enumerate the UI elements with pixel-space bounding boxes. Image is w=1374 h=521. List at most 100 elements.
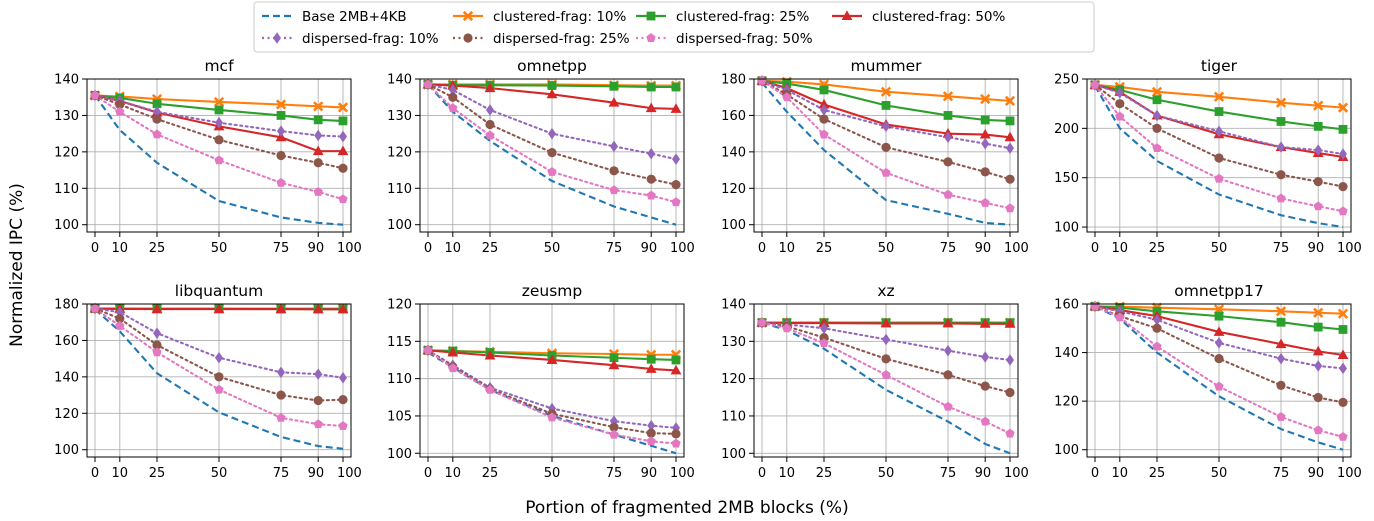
data-point-dispersed-frag-10 (944, 131, 952, 144)
data-point-clustered-frag-25 (671, 82, 681, 92)
data-point-dispersed-frag-50 (980, 416, 990, 426)
data-point-clustered-frag-50 (213, 303, 225, 314)
x-tick-label: 0 (1091, 466, 1099, 481)
data-point-dispersed-frag-50 (90, 303, 100, 313)
data-point-dispersed-frag-10 (672, 422, 680, 434)
data-point-clustered-frag-50 (1213, 326, 1225, 336)
data-point-dispersed-frag-50 (881, 370, 891, 379)
data-point-dispersed-frag-50 (214, 155, 224, 165)
data-point-clustered-frag-50 (484, 82, 496, 93)
data-point-dispersed-frag-50 (782, 323, 792, 333)
panel-title: xz (877, 282, 894, 300)
data-point-dispersed-frag-10 (215, 116, 223, 129)
data-point-dispersed-frag-25 (313, 395, 323, 406)
data-point-dispersed-frag-50 (1338, 206, 1348, 216)
series-line-base-2mb-4kb (1094, 85, 1344, 229)
panel-omnetpp: 0 10 25 50 75 90 100 100 110 120 130 140 omnetpp (387, 57, 695, 256)
x-tick-label: 75 (1273, 466, 1290, 481)
data-point-dispersed-frag-50 (1152, 341, 1162, 351)
x-tick-label: 25 (816, 241, 833, 256)
legend-marker-dispersed-frag-50 (646, 33, 656, 42)
data-point-dispersed-frag-25 (485, 119, 495, 130)
x-tick-label: 90 (641, 241, 658, 256)
y-tick-label: 120 (387, 298, 412, 313)
panel-zeusmp: 0 10 25 50 75 90 100 100 105 110 115 120 zeusmp (387, 282, 695, 481)
x-tick-label: 25 (149, 466, 166, 481)
y-tick-label: 130 (54, 109, 79, 124)
data-point-clustered-frag-50 (645, 102, 657, 113)
data-point-dispersed-frag-10 (153, 105, 161, 118)
data-point-clustered-frag-10 (1275, 97, 1287, 108)
y-tick-label: 100 (54, 218, 79, 233)
data-point-clustered-frag-10 (980, 93, 991, 105)
data-point-clustered-frag-25 (943, 111, 953, 120)
x-tick-label: 10 (445, 241, 462, 256)
data-point-dispersed-frag-50 (423, 79, 433, 89)
x-tick-label: 10 (779, 466, 796, 481)
data-point-clustered-frag-50 (942, 317, 954, 328)
data-point-dispersed-frag-10 (448, 84, 457, 96)
data-point-clustered-frag-25 (819, 85, 829, 95)
data-point-dispersed-frag-50 (152, 347, 162, 357)
data-point-clustered-frag-25 (1313, 121, 1323, 131)
y-tick-label: 120 (54, 145, 79, 160)
data-point-dispersed-frag-25 (1005, 387, 1015, 398)
data-point-dispersed-frag-50 (1005, 203, 1015, 213)
y-tick-label: 140 (54, 73, 79, 88)
data-point-dispersed-frag-25 (671, 429, 681, 439)
x-tick-label: 10 (1112, 466, 1129, 481)
data-point-dispersed-frag-50 (757, 75, 767, 85)
data-point-dispersed-frag-50 (115, 320, 125, 330)
data-point-clustered-frag-25 (1152, 95, 1162, 105)
y-tick-label: 150 (1054, 171, 1079, 186)
panel-title: tiger (1201, 57, 1238, 75)
data-point-dispersed-frag-50 (1115, 312, 1125, 322)
x-tick-label: 90 (975, 241, 992, 256)
y-tick-label: 115 (387, 335, 412, 350)
y-tick-label: 110 (387, 372, 412, 387)
data-point-dispersed-frag-50 (338, 194, 348, 204)
data-point-clustered-frag-50 (818, 317, 830, 328)
data-point-dispersed-frag-25 (671, 180, 681, 190)
x-tick-label: 50 (544, 466, 561, 481)
data-point-dispersed-frag-50 (1276, 193, 1286, 203)
data-point-dispersed-frag-25 (646, 428, 656, 438)
x-tick-label: 100 (337, 466, 362, 481)
figure-xlabel: Portion of fragmented 2MB blocks (%) (525, 498, 848, 518)
data-point-clustered-frag-25 (1338, 124, 1348, 134)
data-point-dispersed-frag-25 (115, 313, 125, 324)
data-point-clustered-frag-10 (1313, 307, 1324, 318)
x-tick-label: 25 (816, 466, 833, 481)
x-tick-label: 75 (273, 466, 290, 481)
y-tick-label: 130 (721, 335, 746, 350)
data-point-dispersed-frag-25 (980, 381, 990, 391)
data-point-dispersed-frag-50 (547, 412, 557, 422)
x-tick-label: 75 (606, 466, 623, 481)
data-point-clustered-frag-25 (646, 82, 656, 92)
data-point-clustered-frag-50 (670, 103, 682, 113)
data-point-clustered-frag-50 (608, 97, 620, 107)
data-point-clustered-frag-50 (818, 98, 830, 109)
data-point-clustered-frag-50 (312, 303, 324, 314)
data-point-dispersed-frag-25 (152, 340, 162, 350)
panel-mummer: 0 10 25 50 75 90 100 100 120 140 160 180 mummer (721, 57, 1029, 256)
x-tick-label: 90 (1308, 241, 1325, 256)
data-point-dispersed-frag-10 (647, 147, 656, 160)
y-tick-label: 140 (721, 145, 746, 160)
legend-label-base-2mb-4kb: Base 2MB+4KB (302, 9, 407, 25)
data-point-dispersed-frag-25 (881, 354, 891, 364)
legend-marker-dispersed-frag-10 (273, 32, 281, 44)
data-point-clustered-frag-25 (214, 105, 224, 115)
x-tick-label: 10 (445, 466, 462, 481)
y-tick-label: 250 (1054, 73, 1079, 88)
data-point-clustered-frag-25 (1338, 325, 1348, 334)
data-point-dispersed-frag-10 (944, 344, 952, 357)
data-point-clustered-frag-25 (1276, 317, 1286, 327)
data-point-clustered-frag-10 (1004, 95, 1016, 106)
data-point-clustered-frag-50 (312, 145, 324, 156)
y-tick-label: 100 (1054, 221, 1079, 236)
data-point-dispersed-frag-50 (276, 412, 286, 422)
data-point-clustered-frag-10 (1213, 91, 1225, 102)
data-point-clustered-frag-25 (1214, 107, 1224, 116)
data-point-dispersed-frag-25 (547, 147, 557, 158)
